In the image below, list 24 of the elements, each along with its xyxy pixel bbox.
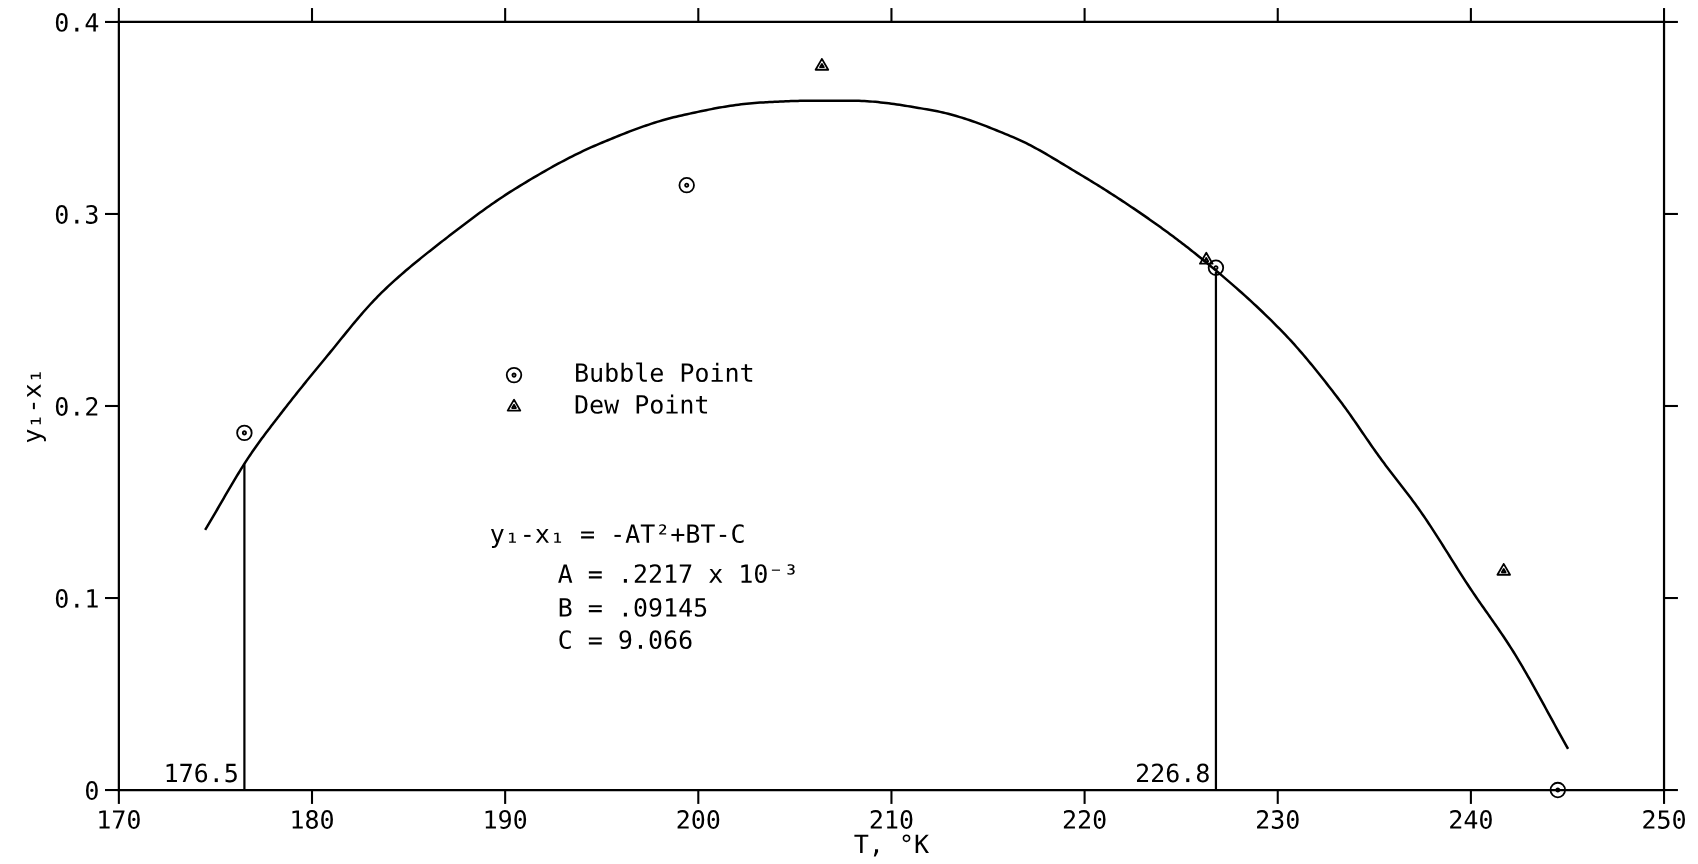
x-tick-label: 170 (99, 810, 140, 829)
annotation: y₁-x₁ = -AT²+BT-C (490, 524, 744, 548)
x-tick-label: 210 (870, 810, 913, 829)
x-tick-label: 240 (1450, 810, 1492, 829)
x-tick-label: 180 (292, 810, 333, 829)
legend-label: Dew Point (575, 394, 708, 414)
annotation: B = .09145 (559, 597, 707, 617)
legend-label: Bubble Point (576, 362, 753, 383)
x-tick-label: 220 (1063, 810, 1106, 829)
y-tick-label: 0.3 (55, 204, 98, 224)
x-tick-label: 190 (485, 810, 527, 829)
y-axis-title: y₁-x₁ (27, 372, 46, 443)
x-axis-title: T, °K (854, 834, 929, 857)
annotation: A = .2217 x 10⁻³ (558, 564, 795, 584)
y-tick-label: 0 (85, 781, 98, 800)
x-tick-label: 200 (677, 810, 720, 829)
x-tick-label: 230 (1257, 810, 1299, 829)
annotation: C = 9.066 (559, 630, 692, 650)
y-tick-label: 0.4 (55, 12, 99, 32)
ref-line-label: 176.5 (166, 763, 237, 783)
y-tick-label: 0.1 (55, 589, 98, 608)
x-tick-label: 250 (1643, 810, 1685, 829)
y-tick-label: 0.2 (55, 397, 98, 416)
ref-line-label: 226.8 (1136, 763, 1209, 783)
